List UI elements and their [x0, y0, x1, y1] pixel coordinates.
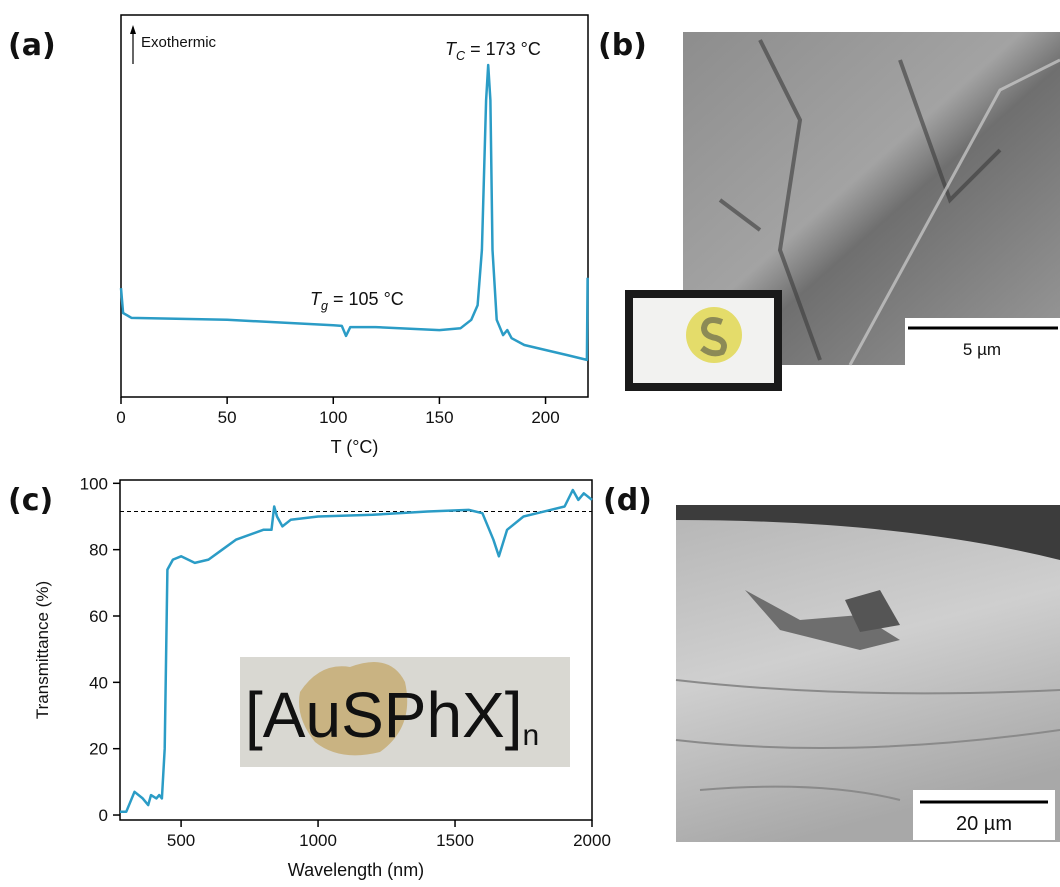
annotation-text: T: [445, 39, 458, 59]
annotation-text: Exothermic: [141, 34, 217, 51]
x-tick-label: 200: [531, 408, 559, 427]
x-tick-label: 1500: [436, 831, 474, 850]
x-tick-label: 500: [167, 831, 195, 850]
inset-text: [AuSPhX]n: [245, 679, 539, 752]
y-tick-label: 0: [99, 806, 108, 825]
data-line: [120, 488, 593, 813]
x-tick-label: 2000: [573, 831, 611, 850]
data-line: [119, 63, 589, 362]
annotation-text: = 105 °C: [328, 289, 404, 309]
x-axis-label: Wavelength (nm): [288, 860, 424, 880]
x-tick-label: 50: [218, 408, 237, 427]
scale-bar-label: 5 µm: [963, 340, 1001, 359]
y-tick-label: 80: [89, 541, 108, 560]
x-tick-label: 150: [425, 408, 453, 427]
sem-image: 20 µm: [675, 505, 1060, 842]
plot-frame: [120, 14, 589, 398]
annotation-text: T: [310, 289, 323, 309]
photo-inset: [625, 290, 782, 391]
annotation: TC = 173 °C: [445, 39, 541, 63]
scale-bar-label: 20 µm: [956, 813, 1012, 835]
plot-frame: [119, 479, 593, 821]
annotation-arrowhead: [130, 25, 136, 34]
y-tick-label: 100: [80, 474, 108, 493]
film-piece: [299, 662, 408, 756]
inset-subscript: n: [523, 719, 540, 752]
annotation: Exothermic: [141, 34, 217, 51]
y-tick-label: 40: [89, 673, 108, 692]
panel-label: (d): [603, 483, 652, 518]
panel-label: (b): [598, 28, 647, 63]
x-tick-label: 1000: [299, 831, 337, 850]
annotation: Tg = 105 °C: [310, 289, 404, 313]
y-tick-label: 60: [89, 607, 108, 626]
y-tick-label: 20: [89, 740, 108, 759]
panel-label: (a): [8, 28, 56, 63]
x-tick-label: 0: [116, 408, 125, 427]
inset-text: [AuSPhX]: [245, 679, 523, 751]
annotation-text: = 173 °C: [465, 39, 541, 59]
y-axis-label: Transmittance (%): [33, 581, 52, 719]
x-tick-label: 100: [319, 408, 347, 427]
annotation-subscript: C: [456, 49, 466, 63]
panel-label: (c): [8, 483, 53, 518]
x-axis-label: T (°C): [331, 437, 379, 457]
annotation-subscript: g: [321, 299, 328, 313]
